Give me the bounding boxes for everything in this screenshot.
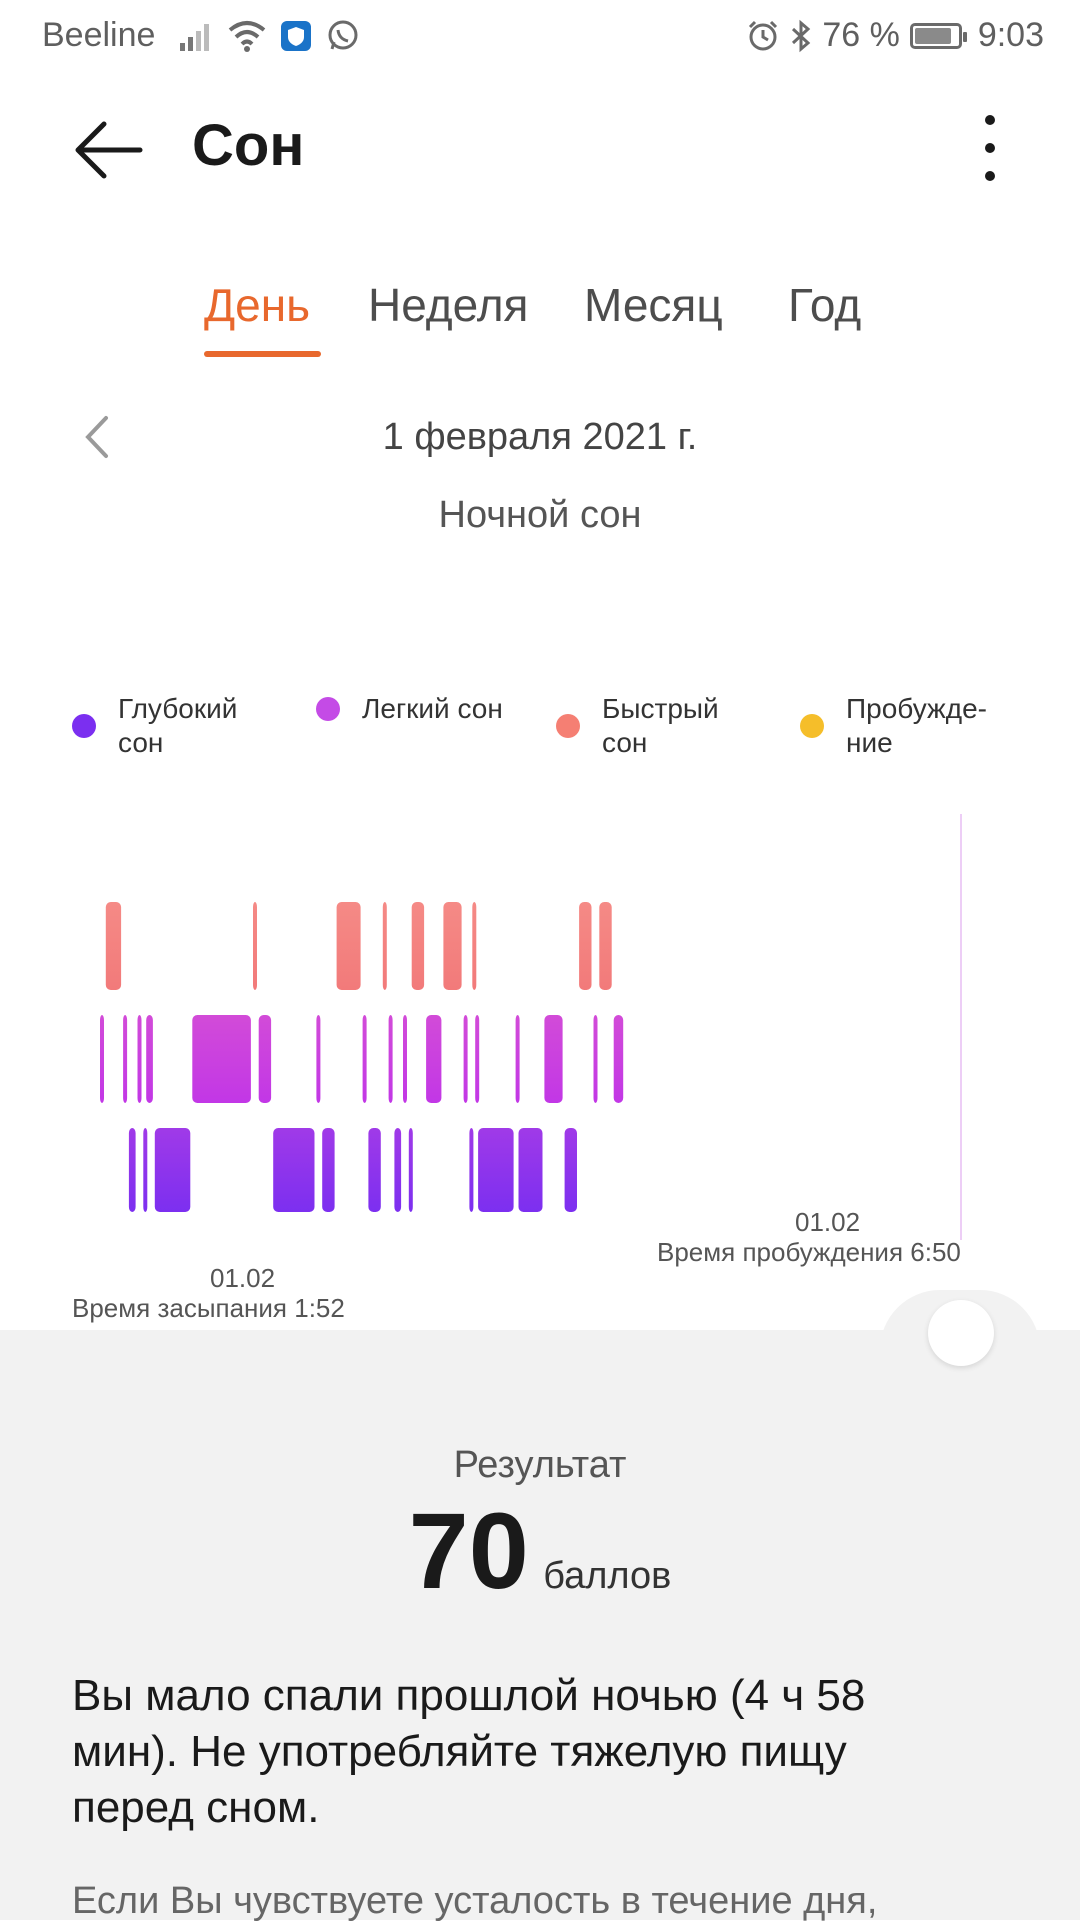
sleep-segment-light	[388, 1015, 393, 1103]
sleep-chart-svg	[100, 814, 962, 1240]
sleep-segment-rem	[105, 902, 122, 990]
sleep-segment-light	[613, 1015, 624, 1103]
score-value: 70	[408, 1490, 529, 1611]
more-options-button[interactable]	[960, 110, 1020, 190]
battery-icon	[909, 22, 967, 49]
legend-label: Глубокий сон	[118, 693, 238, 758]
sleep-segment-light	[426, 1015, 442, 1103]
page-title: Сон	[192, 113, 305, 178]
period-tabs: День Неделя Месяц Год	[0, 278, 1080, 358]
wifi-icon	[228, 21, 266, 52]
sleep-segment-deep	[322, 1128, 335, 1212]
sleep-segment-deep	[408, 1128, 413, 1212]
sleep-segment-light	[137, 1015, 142, 1103]
legend-awake: Пробужде-ние	[800, 692, 1016, 760]
sleep-segment-rem	[599, 902, 612, 990]
tab-year[interactable]: Год	[788, 279, 862, 331]
active-tab-indicator	[204, 351, 321, 357]
sleep-segment-light	[475, 1015, 480, 1103]
chart-scrub-handle[interactable]	[928, 1300, 994, 1366]
score: 70 баллов	[0, 1488, 1080, 1613]
date-label: 1 февраля 2021 г.	[382, 416, 698, 458]
result-panel	[0, 1330, 1080, 1920]
sleep-segment-deep	[128, 1128, 136, 1212]
legend-dot	[316, 697, 340, 721]
sleep-segment-light	[362, 1015, 367, 1103]
signal-icon	[180, 24, 209, 51]
more-vertical-icon	[985, 115, 995, 181]
sleep-segment-deep	[143, 1128, 148, 1212]
tab-day[interactable]: День	[204, 279, 311, 331]
sleep-segment-deep	[564, 1128, 577, 1212]
sleep-segment-rem	[443, 902, 462, 990]
legend-label: Быстрый сон	[602, 693, 719, 758]
sleep-segment-deep	[518, 1128, 543, 1212]
legend-light-sleep: Легкий сон	[316, 692, 532, 726]
sleep-start-time: Время засыпания 1:52	[72, 1293, 345, 1323]
sleep-segment-deep	[273, 1128, 315, 1212]
status-bar: Beeline 76 %	[0, 0, 1080, 74]
chevron-left-icon	[85, 416, 108, 458]
sleep-stages-chart[interactable]	[100, 810, 980, 1240]
legend-rem-sleep: Быстрый сон	[556, 692, 742, 760]
sleep-segment-deep	[469, 1128, 474, 1212]
alarm-icon	[749, 20, 778, 50]
sleep-segment-rem	[579, 902, 592, 990]
sleep-segment-light	[146, 1015, 153, 1103]
sleep-segment-deep	[368, 1128, 381, 1212]
tab-month[interactable]: Месяц	[584, 279, 723, 331]
whatsapp-icon	[328, 20, 358, 50]
status-left-icons	[180, 16, 360, 56]
sleep-segment-light	[100, 1015, 104, 1103]
legend-dot	[556, 714, 580, 738]
score-unit: баллов	[543, 1555, 672, 1597]
battery-percent: 76 %	[822, 16, 900, 54]
carrier-name: Beeline	[42, 16, 156, 54]
wake-date: 01.02	[795, 1207, 861, 1237]
shield-icon	[281, 21, 311, 51]
sleep-segment-light	[403, 1015, 407, 1103]
legend-deep-sleep: Глубокий сон	[72, 692, 258, 760]
sleep-advice: Вы мало спали прошлой ночью (4 ч 58 мин)…	[72, 1671, 866, 1832]
bluetooth-icon	[792, 19, 811, 52]
sleep-segment-deep	[154, 1128, 191, 1212]
legend-label: Пробужде-ние	[846, 693, 987, 758]
sleep-segment-light	[123, 1015, 128, 1103]
previous-day-button[interactable]	[78, 412, 118, 462]
sleep-segment-deep	[394, 1128, 402, 1212]
legend-dot	[800, 714, 824, 738]
back-button[interactable]	[70, 110, 150, 190]
result-label: Результат	[453, 1444, 627, 1486]
sleep-segment-rem	[382, 902, 387, 990]
legend-label: Легкий сон	[362, 693, 503, 724]
clock: 9:03	[977, 16, 1044, 54]
sleep-segment-light	[593, 1015, 598, 1103]
sleep-segment-light	[463, 1015, 468, 1103]
sleep-segment-light	[258, 1015, 272, 1103]
sleep-segment-rem	[472, 902, 477, 990]
sleep-segment-rem	[253, 902, 257, 990]
sleep-segment-rem	[336, 902, 361, 990]
sleep-type-label: Ночной сон	[438, 494, 642, 536]
sleep-segment-light	[544, 1015, 563, 1103]
wake-time: Время пробуждения 6:50	[657, 1237, 961, 1267]
sleep-segment-light	[316, 1015, 321, 1103]
legend-dot	[72, 714, 96, 738]
sleep-advice-secondary: Если Вы чувствуете усталость в течение д…	[72, 1880, 878, 1922]
sleep-start-date: 01.02	[210, 1263, 276, 1293]
tab-week[interactable]: Неделя	[368, 279, 529, 331]
sleep-segment-light	[192, 1015, 251, 1103]
sleep-segment-deep	[478, 1128, 514, 1212]
sleep-segment-light	[515, 1015, 520, 1103]
arrow-left-icon	[75, 121, 143, 179]
status-right: 76 % 9:03	[746, 16, 1044, 55]
sleep-segment-rem	[411, 902, 425, 990]
